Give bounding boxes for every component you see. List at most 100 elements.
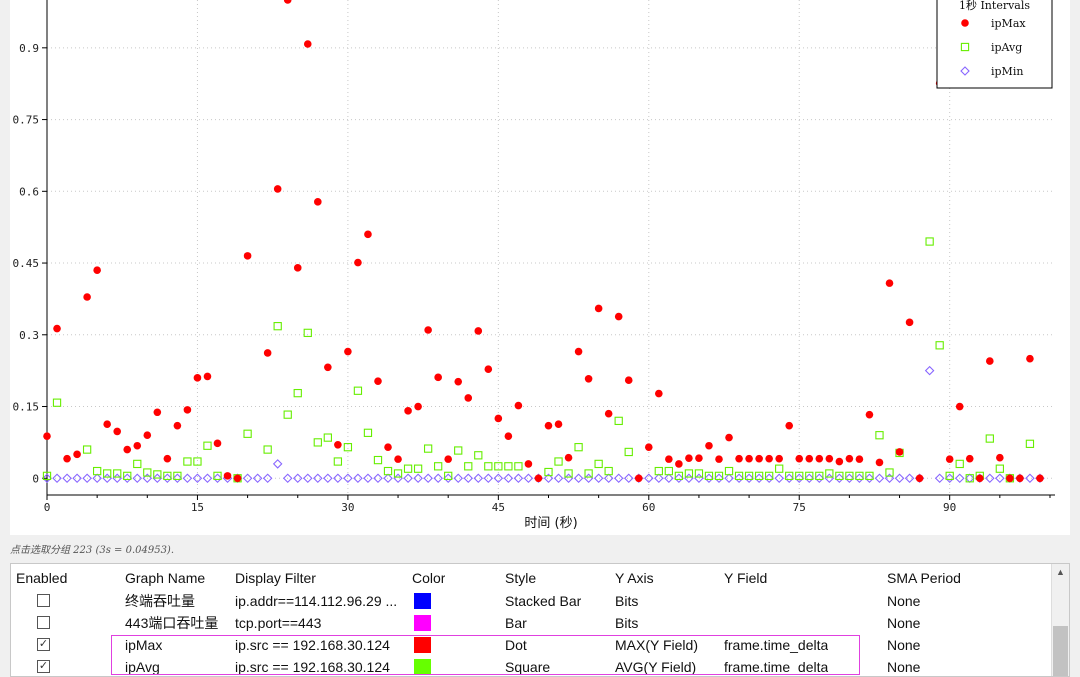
ipMax-point [293,264,302,272]
ipMax-point [364,230,372,239]
ipMin-point [613,473,624,484]
ipMin-point [62,473,72,484]
ipMin-point [182,473,193,484]
graph-table[interactable]: Enabled Graph Name Display Filter Color … [10,563,1070,677]
ipAvg-point [1025,439,1035,448]
table-row[interactable]: ✓ ipMax ip.src == 192.168.30.124 Dot MAX… [11,634,1051,656]
header-y-field[interactable]: Y Field [724,570,768,586]
ipMax-point [484,365,493,374]
ipMax-point [705,441,713,450]
ipMin-point [964,473,975,484]
ipMin-point [934,473,945,484]
color-swatch[interactable] [414,659,431,675]
y-axis-cell[interactable]: Bits [615,615,639,631]
header-y-axis[interactable]: Y Axis [615,570,654,586]
ipMax-point [534,474,543,483]
style-cell[interactable]: Dot [505,637,527,653]
ipMax-point [685,454,693,462]
ipMin-point [704,473,714,484]
y-axis-cell[interactable]: AVG(Y Field) [615,659,697,675]
graph-name-cell[interactable]: ipAvg [125,659,160,675]
ipMin-point [92,473,102,484]
legend-marker-ipMin [960,66,970,76]
graph-name-cell[interactable]: ipMax [125,637,163,653]
style-cell[interactable]: Stacked Bar [505,593,582,609]
ipMax-point [855,455,864,463]
ipMax-point [945,455,954,463]
legend-label-ipMax: ipMax [991,17,1026,30]
ipAvg-point [955,459,964,469]
ipMin-point [714,473,724,484]
ipMin-point [373,473,383,484]
header-display-filter[interactable]: Display Filter [235,570,316,586]
grid-lines [46,0,1055,495]
ipMin-point [383,473,393,484]
table-row[interactable]: ✓ ipAvg ip.src == 192.168.30.124 Square … [11,656,1051,676]
x-tick-label: 60 [642,501,655,514]
display-filter-cell[interactable]: tcp.port==443 [235,615,322,631]
ipMax-point [695,454,703,462]
ipMin-point [292,473,303,484]
style-cell[interactable]: Bar [505,615,527,631]
enabled-checkbox[interactable] [37,594,50,607]
display-filter-cell[interactable]: ip.addr==114.112.96.29 ... [235,593,398,609]
ipMax-point [965,454,974,463]
header-sma-period[interactable]: SMA Period [887,570,961,586]
enabled-checkbox[interactable]: ✓ [37,660,50,673]
table-row[interactable]: 443端口吞吐量 tcp.port==443 Bar Bits None [11,612,1051,634]
enabled-checkbox[interactable]: ✓ [37,638,50,651]
x-tick-label: 90 [943,501,956,514]
ipMin-point [794,473,805,484]
display-filter-cell[interactable]: ip.src == 192.168.30.124 [235,637,390,653]
table-row[interactable]: 终端吞吐量 ip.addr==114.112.96.29 ... Stacked… [11,590,1051,612]
header-style[interactable]: Style [505,570,537,586]
header-enabled[interactable]: Enabled [16,570,68,586]
color-swatch[interactable] [414,593,431,609]
ipMin-point [353,473,363,484]
ipMin-point [433,473,443,484]
ipAvg-point [343,443,353,452]
display-filter-cell[interactable]: ip.src == 192.168.30.124 [235,659,390,675]
status-text: 点击选取分组 223 (3s = 0.04953). [10,545,175,556]
scroll-thumb[interactable] [1053,626,1068,676]
ipMax-point [514,401,523,410]
ipMax-point [594,304,603,313]
scroll-up-arrow-icon[interactable]: ▲ [1056,567,1065,577]
ipMax-point [303,40,312,48]
ipMax-point [825,454,834,463]
y-axis-cell[interactable]: Bits [615,593,639,609]
ipAvg-point [92,466,102,476]
y-field-cell[interactable]: frame.time_delta [724,659,829,675]
ipAvg-point [785,471,794,481]
vertical-scrollbar[interactable]: ▲ [1051,564,1069,676]
ipMin-point [112,473,122,484]
ipAvg-point [815,471,824,481]
enabled-checkbox[interactable] [37,616,50,629]
ipMax-point [865,410,874,419]
sma-period-cell[interactable]: None [887,637,921,653]
sma-period-cell[interactable]: None [887,659,921,675]
ipMin-point [774,473,784,484]
style-cell[interactable]: Square [505,659,551,675]
y-axis-cell[interactable]: MAX(Y Field) [615,637,698,653]
header-graph-name[interactable]: Graph Name [125,570,206,586]
ipMin-point [302,473,313,484]
sma-period-cell[interactable]: None [887,593,921,609]
ipAvg-point [995,464,1004,473]
legend-label-ipMin: ipMin [991,65,1023,78]
ipMax-point [444,455,452,463]
y-field-cell[interactable]: frame.time_delta [724,637,829,653]
ipAvg-point [835,471,844,481]
legend-box [936,0,1053,89]
graph-name-cell[interactable]: 443端口吞吐量 [125,615,219,631]
color-swatch[interactable] [414,637,431,653]
ipMin-point [212,473,223,484]
graph-name-cell[interactable]: 终端吞吐量 [125,593,195,609]
ipMax-point [524,460,533,468]
color-swatch[interactable] [414,615,431,631]
ipMax-point [584,374,593,383]
sma-period-cell[interactable]: None [887,615,921,631]
chart-plot-area[interactable]: 0 15 30 45 60 75 90 0 0.15 0.3 0.45 0.6 0.75 0.9 时间 (秒… [10,0,1070,535]
ipMin-point [1025,473,1035,484]
header-color[interactable]: Color [412,570,446,586]
